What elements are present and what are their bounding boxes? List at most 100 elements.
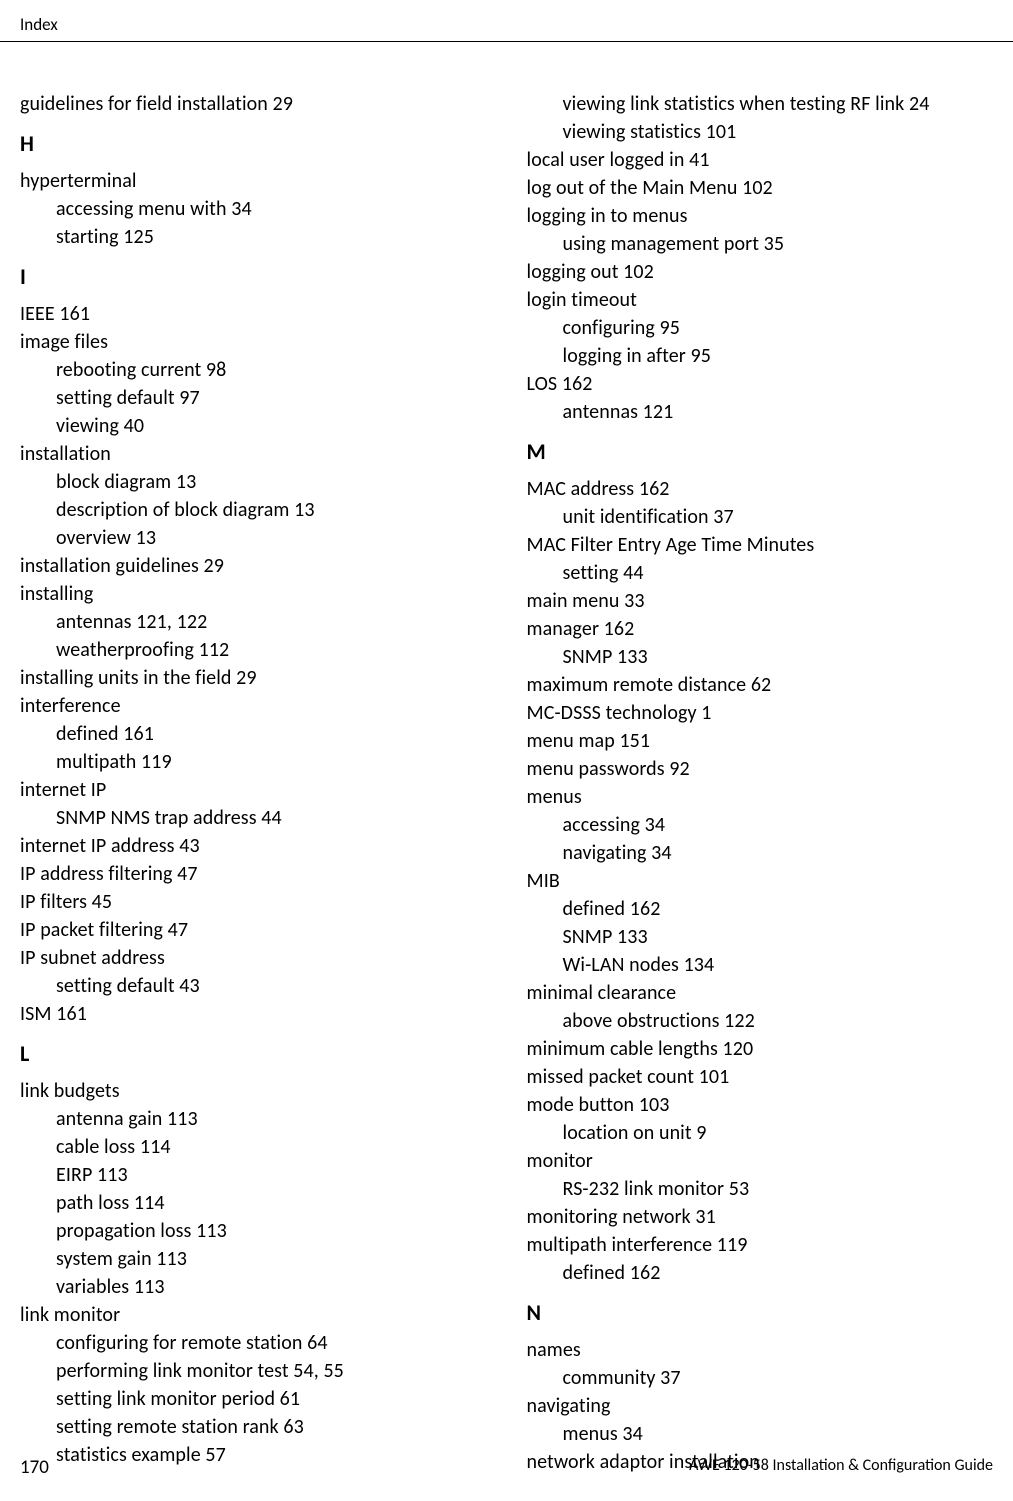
index-subentry: viewing statistics 101 <box>527 118 994 146</box>
page-number: 170 <box>20 1456 49 1479</box>
index-entry: MAC Filter Entry Age Time Minutes <box>527 531 994 559</box>
index-entry: link monitor <box>20 1301 477 1329</box>
index-subentry: starting 125 <box>20 223 477 251</box>
index-subentry: rebooting current 98 <box>20 356 477 384</box>
index-subentry: accessing menu with 34 <box>20 195 477 223</box>
index-subentry: EIRP 113 <box>20 1161 477 1189</box>
index-subentry: system gain 113 <box>20 1245 477 1273</box>
index-entry: mode button 103 <box>527 1091 994 1119</box>
index-subentry: unit identification 37 <box>527 503 994 531</box>
index-subentry: community 37 <box>527 1364 994 1392</box>
index-subentry: defined 162 <box>527 895 994 923</box>
index-subentry: overview 13 <box>20 524 477 552</box>
index-entry: MAC address 162 <box>527 475 994 503</box>
index-subentry: setting 44 <box>527 559 994 587</box>
index-letter: N <box>527 1299 994 1326</box>
index-subentry: accessing 34 <box>527 811 994 839</box>
index-entry: IEEE 161 <box>20 300 477 328</box>
index-subentry: block diagram 13 <box>20 468 477 496</box>
index-entry: guidelines for field installation 29 <box>20 90 477 118</box>
index-subentry: defined 162 <box>527 1259 994 1287</box>
index-subentry: setting default 43 <box>20 972 477 1000</box>
index-entry: hyperterminal <box>20 167 477 195</box>
index-entry: MC-DSSS technology 1 <box>527 699 994 727</box>
index-subentry: setting link monitor period 61 <box>20 1385 477 1413</box>
index-subentry: viewing 40 <box>20 412 477 440</box>
index-entry: internet IP address 43 <box>20 832 477 860</box>
index-entry: names <box>527 1336 994 1364</box>
index-subentry: description of block diagram 13 <box>20 496 477 524</box>
index-subentry: viewing link statistics when testing RF … <box>527 90 994 118</box>
index-subentry: configuring for remote station 64 <box>20 1329 477 1357</box>
index-entry: MIB <box>527 867 994 895</box>
index-entry: image files <box>20 328 477 356</box>
index-subentry: weatherproofing 112 <box>20 636 477 664</box>
index-entry: main menu 33 <box>527 587 994 615</box>
index-subentry: navigating 34 <box>527 839 994 867</box>
index-entry: logging out 102 <box>527 258 994 286</box>
left-column: guidelines for field installation 29 Hhyp… <box>20 90 507 1476</box>
index-entry: login timeout <box>527 286 994 314</box>
index-entry: monitoring network 31 <box>527 1203 994 1231</box>
index-letter: M <box>527 438 994 465</box>
index-subentry: logging in after 95 <box>527 342 994 370</box>
index-subentry: multipath 119 <box>20 748 477 776</box>
index-entry: interference <box>20 692 477 720</box>
index-letter: I <box>20 263 477 290</box>
index-entry: manager 162 <box>527 615 994 643</box>
index-subentry: antennas 121, 122 <box>20 608 477 636</box>
index-letter: H <box>20 130 477 157</box>
index-subentry: path loss 114 <box>20 1189 477 1217</box>
index-letter: L <box>20 1040 477 1067</box>
index-entry: installation <box>20 440 477 468</box>
index-entry: link budgets <box>20 1077 477 1105</box>
index-entry: multipath interference 119 <box>527 1231 994 1259</box>
index-entry: IP address filtering 47 <box>20 860 477 888</box>
page-header: Index <box>0 0 1013 42</box>
index-subentry: SNMP 133 <box>527 643 994 671</box>
index-entry: IP subnet address <box>20 944 477 972</box>
index-entry: IP filters 45 <box>20 888 477 916</box>
index-subentry: cable loss 114 <box>20 1133 477 1161</box>
index-subentry: using management port 35 <box>527 230 994 258</box>
index-entry: installing <box>20 580 477 608</box>
index-entry: minimal clearance <box>527 979 994 1007</box>
index-subentry: propagation loss 113 <box>20 1217 477 1245</box>
index-subentry: antennas 121 <box>527 398 994 426</box>
index-entry: missed packet count 101 <box>527 1063 994 1091</box>
index-subentry: setting remote station rank 63 <box>20 1413 477 1441</box>
index-entry: minimum cable lengths 120 <box>527 1035 994 1063</box>
index-subentry: configuring 95 <box>527 314 994 342</box>
index-entry: menus <box>527 783 994 811</box>
index-subentry: performing link monitor test 54, 55 <box>20 1357 477 1385</box>
index-subentry: RS-232 link monitor 53 <box>527 1175 994 1203</box>
index-entry: logging in to menus <box>527 202 994 230</box>
page-footer: 170 AWE 120-58 Installation & Configurat… <box>0 1456 1013 1479</box>
index-entry: monitor <box>527 1147 994 1175</box>
index-entry: log out of the Main Menu 102 <box>527 174 994 202</box>
index-entry: LOS 162 <box>527 370 994 398</box>
index-entry: internet IP <box>20 776 477 804</box>
index-subentry: setting default 97 <box>20 384 477 412</box>
right-column: viewing link statistics when testing RF … <box>507 90 994 1476</box>
index-subentry: location on unit 9 <box>527 1119 994 1147</box>
index-entry: maximum remote distance 62 <box>527 671 994 699</box>
index-entry: IP packet filtering 47 <box>20 916 477 944</box>
index-subentry: above obstructions 122 <box>527 1007 994 1035</box>
index-entry: menu passwords 92 <box>527 755 994 783</box>
index-entry: menu map 151 <box>527 727 994 755</box>
doc-title: AWE 120-58 Installation & Configuration … <box>689 1456 993 1479</box>
index-columns: guidelines for field installation 29 Hhyp… <box>0 90 1013 1476</box>
index-subentry: SNMP NMS trap address 44 <box>20 804 477 832</box>
index-entry: installation guidelines 29 <box>20 552 477 580</box>
index-subentry: SNMP 133 <box>527 923 994 951</box>
index-entry: navigating <box>527 1392 994 1420</box>
index-entry: local user logged in 41 <box>527 146 994 174</box>
index-subentry: defined 161 <box>20 720 477 748</box>
index-subentry: antenna gain 113 <box>20 1105 477 1133</box>
index-subentry: variables 113 <box>20 1273 477 1301</box>
index-subentry: Wi-LAN nodes 134 <box>527 951 994 979</box>
index-entry: installing units in the field 29 <box>20 664 477 692</box>
index-entry: ISM 161 <box>20 1000 477 1028</box>
index-subentry: menus 34 <box>527 1420 994 1448</box>
